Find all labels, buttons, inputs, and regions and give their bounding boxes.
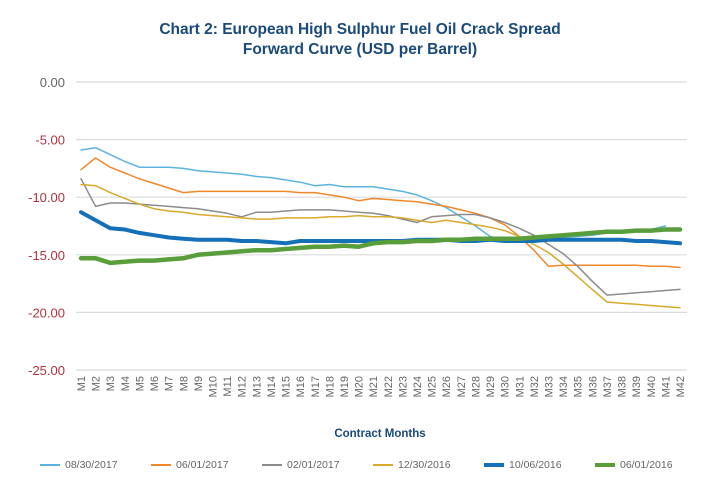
- x-tick-label: M37: [602, 376, 614, 397]
- x-tick-label: M22: [383, 376, 395, 397]
- legend-swatch: [484, 463, 504, 467]
- legend-label: 02/01/2017: [287, 459, 340, 471]
- chart-title-line1: Chart 2: European High Sulphur Fuel Oil …: [159, 21, 561, 38]
- legend-item: 02/01/2017: [262, 459, 373, 471]
- x-tick-label: M15: [281, 376, 293, 397]
- legend-swatch: [595, 463, 615, 467]
- legend-swatch: [262, 464, 282, 466]
- series-line-06-01-2017: [80, 157, 681, 269]
- legend: 08/30/2017 06/01/2017 02/01/2017 12/30/2016…: [40, 459, 706, 471]
- x-tick-label: M5: [134, 376, 146, 391]
- x-tick-label: M27: [456, 376, 468, 397]
- x-tick-label: M17: [310, 376, 322, 397]
- x-tick-label: M38: [617, 376, 629, 397]
- x-tick-label: M33: [544, 376, 556, 397]
- x-tick-label: M39: [631, 376, 643, 397]
- legend-swatch: [40, 464, 60, 466]
- x-tick-label: M41: [660, 376, 672, 397]
- legend-item: 06/01/2017: [151, 459, 262, 471]
- y-tick-label: -10.00: [28, 190, 65, 205]
- x-tick-label: M28: [470, 376, 482, 397]
- x-tick-label: M35: [573, 376, 585, 397]
- x-tick-label: M4: [120, 376, 132, 391]
- series-line-06-01-2016: [78, 227, 683, 266]
- legend-label: 06/01/2017: [176, 459, 229, 471]
- x-tick-label: M26: [441, 376, 453, 397]
- series-lines: [78, 146, 683, 309]
- x-tick-label: M16: [295, 376, 307, 397]
- y-tick-label: 0.00: [40, 75, 65, 90]
- x-tick-label: M20: [354, 376, 366, 397]
- y-tick-label: -15.00: [28, 248, 65, 263]
- x-tick-label: M14: [266, 376, 278, 397]
- x-tick-label: M30: [500, 376, 512, 397]
- x-tick-label: M19: [339, 376, 351, 397]
- x-axis-label: Contract Months: [334, 428, 426, 440]
- x-tick-label: M2: [91, 376, 103, 391]
- legend-swatch: [151, 464, 171, 466]
- y-tick-label: -20.00: [28, 305, 65, 320]
- x-tick-label: M40: [646, 376, 658, 397]
- gridlines: [76, 81, 687, 371]
- y-tick-label: -5.00: [35, 133, 65, 148]
- x-tick-label: M9: [193, 376, 205, 391]
- x-tick-label: M42: [675, 376, 687, 397]
- x-tick-label: M7: [164, 376, 176, 391]
- x-tick-label: M25: [427, 376, 439, 397]
- x-tick-label: M18: [324, 376, 336, 397]
- x-tick-label: M36: [587, 376, 599, 397]
- x-tick-label: M8: [178, 376, 190, 391]
- chart-title-line2: Forward Curve (USD per Barrel): [242, 41, 478, 58]
- x-tick-label: M29: [485, 376, 497, 397]
- x-tick-label: M11: [222, 376, 234, 397]
- x-tick-label: M10: [207, 376, 219, 397]
- legend-item: 06/01/2016: [595, 459, 706, 471]
- x-tick-label: M1: [76, 376, 88, 391]
- y-axis-ticks: 0.00 -5.00 -10.00 -15.00 -20.00 -25.00: [28, 75, 65, 378]
- x-tick-label: M12: [237, 376, 249, 397]
- chart-title: Chart 2: European High Sulphur Fuel Oil …: [0, 20, 720, 60]
- x-axis-ticks: M1 M2 M3 M4 M5 M6 M7 M8 M9 M10 M11 M12 M13 M14 M15 M16 M…: [76, 376, 687, 397]
- x-tick-label: M21: [368, 376, 380, 397]
- legend-label: 08/30/2017: [65, 459, 118, 471]
- series-line-12-30-2016: [80, 183, 681, 309]
- x-tick-label: M32: [529, 376, 541, 397]
- x-tick-label: M23: [397, 376, 409, 397]
- legend-label: 06/01/2016: [620, 459, 673, 471]
- x-tick-label: M3: [105, 376, 117, 391]
- x-tick-label: M13: [251, 376, 263, 397]
- x-tick-label: M24: [412, 376, 424, 397]
- legend-item: 12/30/2016: [373, 459, 484, 471]
- legend-swatch: [373, 464, 393, 466]
- series-line-02-01-2017: [80, 178, 681, 296]
- x-tick-label: M34: [558, 376, 570, 397]
- x-tick-label: M31: [514, 376, 526, 397]
- series-line-08-30-2017: [80, 146, 667, 242]
- y-tick-label: -25.00: [28, 363, 65, 378]
- legend-label: 12/30/2016: [398, 459, 451, 471]
- legend-label: 10/06/2016: [509, 459, 562, 471]
- legend-item: 08/30/2017: [40, 459, 151, 471]
- x-tick-label: M6: [149, 376, 161, 391]
- legend-item: 10/06/2016: [484, 459, 595, 471]
